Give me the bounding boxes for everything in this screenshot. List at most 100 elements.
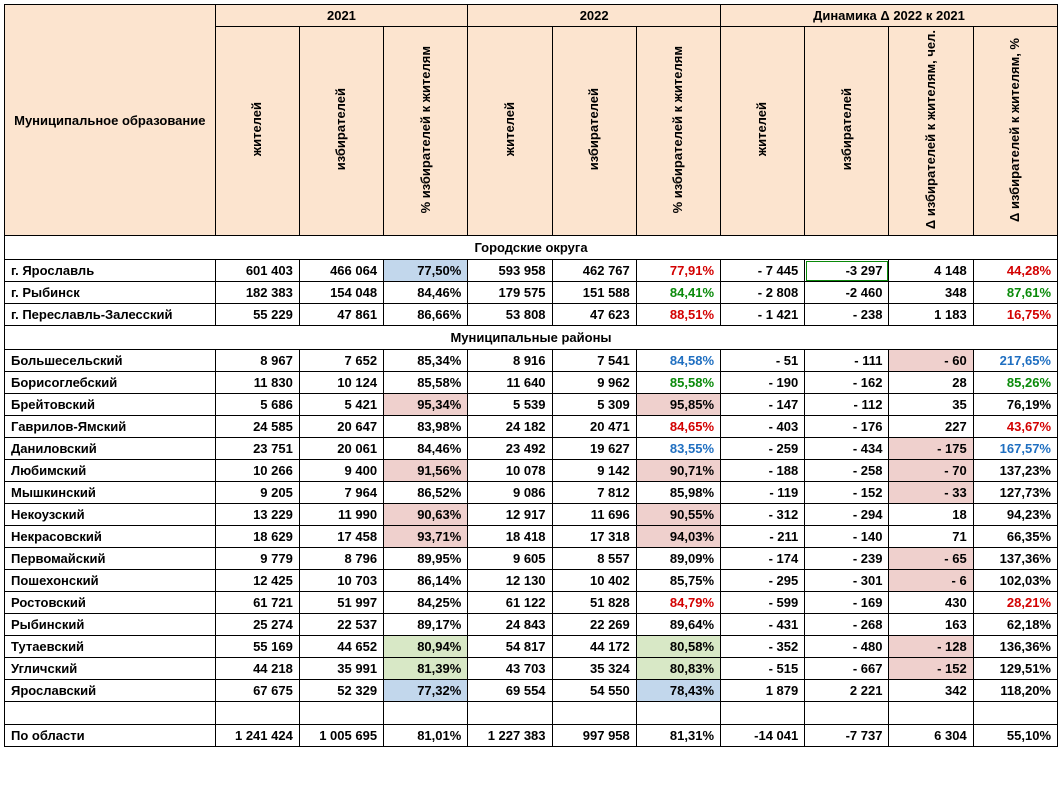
row-name: Большесельский [5,350,216,372]
cell: 20 471 [552,416,636,438]
cell: -7 737 [805,725,889,747]
cell: - 238 [805,304,889,326]
cell: 77,50% [384,260,468,282]
cell: - 119 [721,482,805,504]
cell: 51 997 [299,592,383,614]
colgroup-dyn: Динамика Δ 2022 к 2021 [721,5,1058,27]
cell: 20 061 [299,438,383,460]
cell: - 176 [805,416,889,438]
cell: 69 554 [468,680,552,702]
cell: 55 169 [215,636,299,658]
cell: 53 808 [468,304,552,326]
cell: 9 142 [552,460,636,482]
table-row: Первомайский9 7798 79689,95%9 6058 55789… [5,548,1058,570]
table-row: Угличский44 21835 99181,39%43 70335 3248… [5,658,1058,680]
row-name: Рыбинский [5,614,216,636]
cell: - 239 [805,548,889,570]
cell: 66,35% [973,526,1057,548]
cell: 17 318 [552,526,636,548]
col-2022-pct: % избирателей к жителям [636,27,720,236]
cell: - 6 [889,570,973,592]
row-name: Тутаевский [5,636,216,658]
cell: 84,46% [384,282,468,304]
colgroup-2022: 2022 [468,5,721,27]
cell: 9 400 [299,460,383,482]
cell: 84,79% [636,592,720,614]
cell: 35 324 [552,658,636,680]
cell: 84,65% [636,416,720,438]
cell: - 599 [721,592,805,614]
table-row: Мышкинский9 2057 96486,52%9 0867 81285,9… [5,482,1058,504]
cell: 18 418 [468,526,552,548]
cell: 93,71% [384,526,468,548]
cell: 47 861 [299,304,383,326]
cell: 44,28% [973,260,1057,282]
row-name: Ярославский [5,680,216,702]
cell: 16,75% [973,304,1057,326]
col-2021-residents: жителей [215,27,299,236]
cell: - 65 [889,548,973,570]
table-row: Любимский10 2669 40091,56%10 0789 14290,… [5,460,1058,482]
cell: 11 696 [552,504,636,526]
cell: 24 843 [468,614,552,636]
cell: - 175 [889,438,973,460]
cell: - 258 [805,460,889,482]
cell: - 147 [721,394,805,416]
cell: 11 830 [215,372,299,394]
row-name: Некрасовский [5,526,216,548]
cell: 55 229 [215,304,299,326]
cell: 18 [889,504,973,526]
cell: 22 537 [299,614,383,636]
spacer-row [5,702,1058,725]
cell: 167,57% [973,438,1057,460]
cell: 80,58% [636,636,720,658]
cell: 90,63% [384,504,468,526]
cell: 43 703 [468,658,552,680]
cell: 1 183 [889,304,973,326]
cell: 8 967 [215,350,299,372]
cell: 7 812 [552,482,636,504]
cell: 8 916 [468,350,552,372]
cell: 22 269 [552,614,636,636]
cell: 44 652 [299,636,383,658]
cell: 35 [889,394,973,416]
cell: 95,34% [384,394,468,416]
cell: 8 796 [299,548,383,570]
cell: - 667 [805,658,889,680]
cell: 7 652 [299,350,383,372]
cell: 430 [889,592,973,614]
row-name: Некоузский [5,504,216,526]
cell: 89,17% [384,614,468,636]
cell: 4 148 [889,260,973,282]
table-row: Ростовский61 72151 99784,25%61 12251 828… [5,592,1058,614]
cell: 89,95% [384,548,468,570]
cell: 61 122 [468,592,552,614]
row-name: Пошехонский [5,570,216,592]
cell: 12 917 [468,504,552,526]
cell: 61 721 [215,592,299,614]
cell: - 111 [805,350,889,372]
cell: - 352 [721,636,805,658]
cell: 83,98% [384,416,468,438]
cell: 80,83% [636,658,720,680]
cell: 85,58% [636,372,720,394]
cell: 179 575 [468,282,552,304]
cell: - 259 [721,438,805,460]
row-name: г. Ярославль [5,260,216,282]
row-name: Борисоглебский [5,372,216,394]
cell: 466 064 [299,260,383,282]
cell: 94,03% [636,526,720,548]
cell: 342 [889,680,973,702]
row-name: Брейтовский [5,394,216,416]
cell: 217,65% [973,350,1057,372]
cell: 94,23% [973,504,1057,526]
cell: 462 767 [552,260,636,282]
cell: 28,21% [973,592,1057,614]
cell: 89,64% [636,614,720,636]
cell: - 211 [721,526,805,548]
cell: 5 686 [215,394,299,416]
table-row: Даниловский23 75120 06184,46%23 49219 62… [5,438,1058,460]
cell: 601 403 [215,260,299,282]
cell: - 174 [721,548,805,570]
col-dyn-voters: избирателей [805,27,889,236]
